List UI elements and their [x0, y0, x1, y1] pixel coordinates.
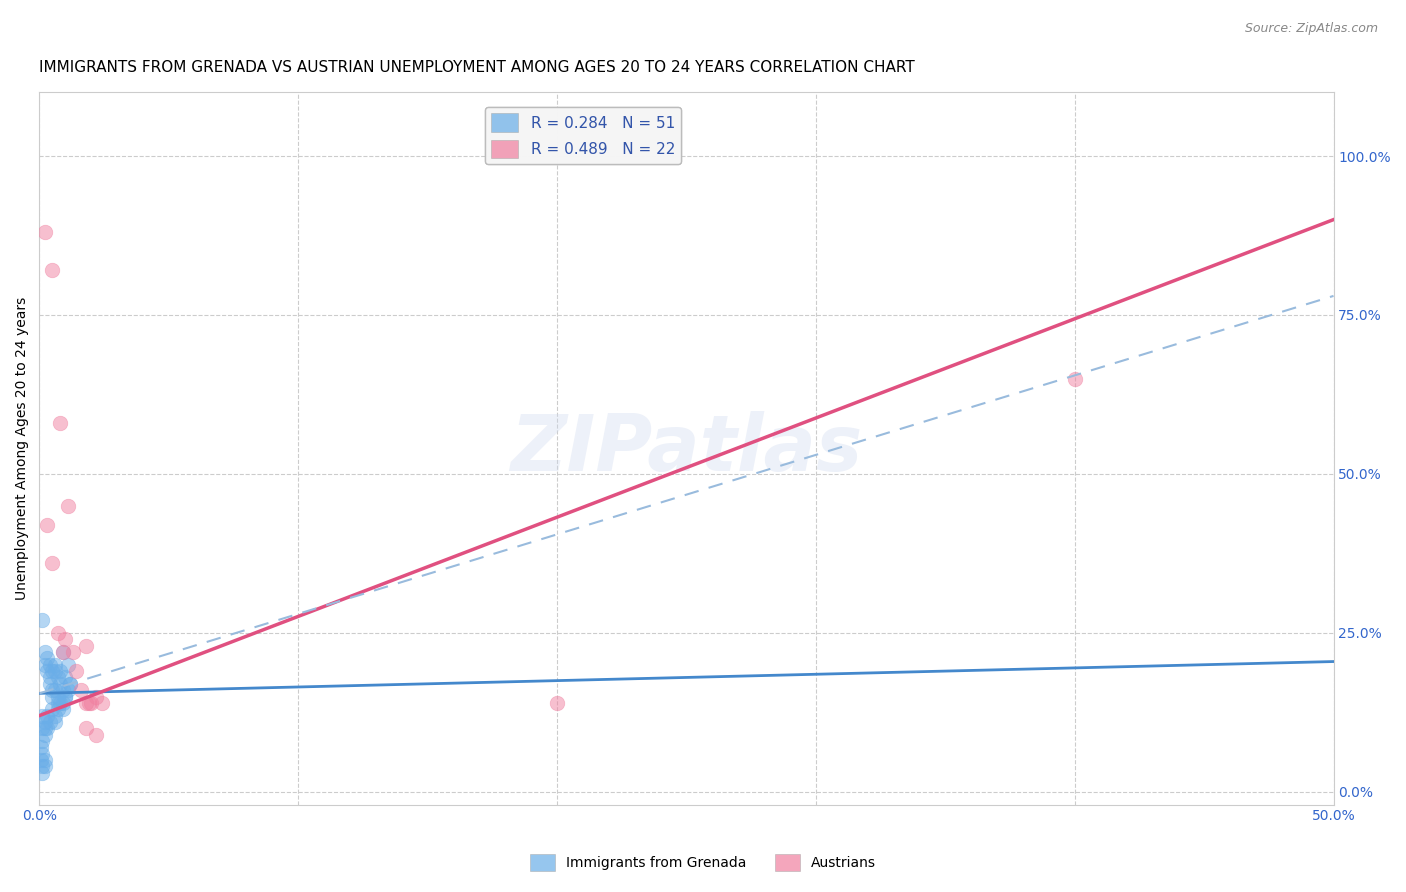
Point — [75, 696, 97, 710]
Point — [38, 714, 60, 729]
Point — [37, 708, 59, 723]
Point — [59, 677, 82, 691]
Point — [49, 416, 72, 430]
Point — [75, 721, 97, 735]
Point — [44, 683, 66, 698]
Point — [46, 702, 69, 716]
Point — [34, 759, 56, 773]
Point — [34, 714, 56, 729]
Point — [62, 645, 84, 659]
Point — [34, 657, 56, 672]
Point — [44, 664, 66, 678]
Point — [34, 753, 56, 767]
Point — [53, 690, 76, 704]
Point — [38, 670, 60, 684]
Point — [546, 696, 568, 710]
Point — [34, 728, 56, 742]
Point — [59, 677, 82, 691]
Point — [31, 721, 53, 735]
Point — [31, 759, 53, 773]
Point — [37, 651, 59, 665]
Point — [56, 657, 79, 672]
Point — [37, 664, 59, 678]
Point — [30, 740, 52, 755]
Point — [52, 645, 75, 659]
Legend: R = 0.284   N = 51, R = 0.489   N = 22: R = 0.284 N = 51, R = 0.489 N = 22 — [485, 107, 681, 164]
Point — [30, 753, 52, 767]
Point — [49, 677, 72, 691]
Legend: Immigrants from Grenada, Austrians: Immigrants from Grenada, Austrians — [524, 848, 882, 876]
Text: Source: ZipAtlas.com: Source: ZipAtlas.com — [1244, 22, 1378, 36]
Point — [52, 645, 75, 659]
Point — [44, 714, 66, 729]
Point — [44, 657, 66, 672]
Point — [53, 670, 76, 684]
Point — [31, 613, 53, 627]
Y-axis label: Unemployment Among Ages 20 to 24 years: Unemployment Among Ages 20 to 24 years — [15, 297, 30, 600]
Point — [38, 657, 60, 672]
Point — [41, 556, 63, 570]
Text: ZIPatlas: ZIPatlas — [510, 410, 863, 486]
Point — [37, 517, 59, 532]
Point — [90, 696, 112, 710]
Point — [31, 708, 53, 723]
Point — [53, 632, 76, 647]
Point — [31, 734, 53, 748]
Point — [49, 696, 72, 710]
Point — [56, 499, 79, 513]
Point — [80, 696, 103, 710]
Point — [1063, 371, 1085, 385]
Point — [52, 696, 75, 710]
Point — [34, 645, 56, 659]
Point — [46, 626, 69, 640]
Point — [41, 664, 63, 678]
Point — [86, 690, 108, 704]
Point — [52, 683, 75, 698]
Point — [52, 702, 75, 716]
Point — [65, 664, 87, 678]
Point — [34, 225, 56, 239]
Point — [46, 670, 69, 684]
Point — [44, 708, 66, 723]
Point — [41, 690, 63, 704]
Point — [31, 747, 53, 761]
Point — [38, 677, 60, 691]
Point — [49, 664, 72, 678]
Point — [41, 263, 63, 277]
Point — [77, 696, 100, 710]
Point — [69, 683, 91, 698]
Point — [56, 683, 79, 698]
Point — [37, 721, 59, 735]
Point — [46, 690, 69, 704]
Text: IMMIGRANTS FROM GRENADA VS AUSTRIAN UNEMPLOYMENT AMONG AGES 20 TO 24 YEARS CORRE: IMMIGRANTS FROM GRENADA VS AUSTRIAN UNEM… — [39, 60, 915, 75]
Point — [75, 639, 97, 653]
Point — [46, 696, 69, 710]
Point — [31, 765, 53, 780]
Point — [86, 728, 108, 742]
Point — [41, 702, 63, 716]
Point — [34, 721, 56, 735]
Point — [41, 683, 63, 698]
Point — [53, 690, 76, 704]
